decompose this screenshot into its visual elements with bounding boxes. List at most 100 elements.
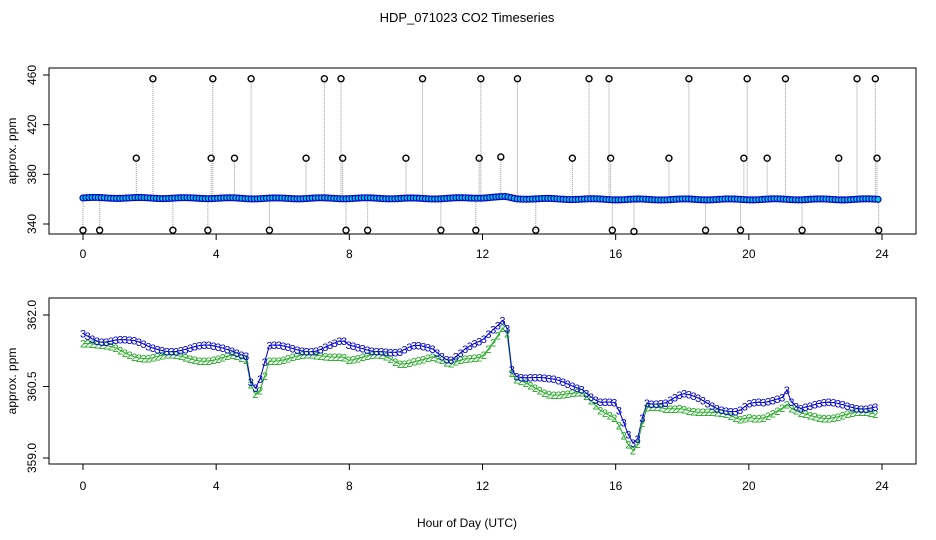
series-3-point: 3 (672, 392, 678, 404)
series-2-point: 2 (313, 350, 319, 362)
series-3-point: 3 (224, 345, 230, 357)
top-spike-point (477, 75, 485, 83)
top-spike-point (665, 154, 673, 162)
series-2-point: 2 (173, 350, 179, 362)
series-3-point: 3 (392, 347, 398, 359)
top-spike-point (874, 226, 883, 234)
series-2-point: 2 (201, 356, 207, 368)
series-2-point: 2 (285, 354, 291, 366)
series-2-point: 2 (430, 352, 436, 364)
series-3-point: 3 (257, 374, 263, 386)
bottom-series-lines (82, 319, 876, 452)
series-3-point: 3 (667, 395, 673, 407)
series-2-point: 2 (700, 407, 706, 419)
series-2-point: 2 (840, 410, 846, 422)
series-2-point: 2 (593, 401, 599, 413)
series-3-point: 3 (215, 342, 221, 354)
series-2-point: 2 (574, 388, 580, 400)
series-3-point: 3 (490, 324, 496, 336)
series-2-point: 2 (695, 407, 701, 419)
top-spike-point (79, 226, 87, 234)
top-spike-point (132, 154, 140, 162)
series-2-point: 2 (653, 402, 659, 414)
series-2-point: 2 (206, 356, 212, 368)
series-2-point: 2 (760, 413, 766, 425)
top-x-tick-label: 16 (609, 247, 623, 261)
series-2-point: 2 (168, 350, 174, 362)
top-spike-point (835, 154, 843, 162)
bottom-x-tick-label: 8 (346, 479, 353, 493)
series-3-line (82, 319, 876, 444)
top-spike-point (437, 226, 445, 234)
series-3-point: 3 (677, 390, 683, 402)
series-2-point: 2 (411, 357, 417, 369)
series-2-point: 2 (607, 411, 613, 423)
series-2-point: 2 (402, 359, 408, 371)
series-3-point: 3 (635, 434, 641, 446)
series-2-point: 2 (714, 407, 720, 419)
series-2-point: 2 (108, 341, 114, 353)
top-spike-point (247, 75, 255, 83)
series-3-point: 3 (434, 348, 440, 360)
series-2-point: 2 (308, 350, 314, 362)
series-3-point: 3 (290, 343, 296, 355)
top-spike-point (606, 154, 615, 162)
series-2-point: 2 (509, 368, 515, 380)
series-3-point: 3 (788, 397, 794, 409)
chart-title: HDP_071023 CO2 Timeseries (380, 10, 555, 25)
series-2-point: 2 (243, 355, 249, 367)
series-3-point: 3 (397, 347, 403, 359)
series-2-point: 2 (779, 403, 785, 415)
top-spike-point (608, 226, 617, 234)
series-3-point: 3 (388, 347, 394, 359)
series-3-point: 3 (709, 401, 715, 413)
series-3-point: 3 (113, 335, 119, 347)
series-2-point: 2 (439, 355, 445, 367)
series-3-point: 3 (756, 397, 762, 409)
series-2-point: 2 (196, 356, 202, 368)
series-3-point: 3 (807, 401, 813, 413)
series-3-point: 3 (639, 413, 645, 425)
series-3-point: 3 (201, 340, 207, 352)
series-2-point: 2 (616, 421, 622, 433)
series-2-point: 2 (649, 402, 655, 414)
series-2-point: 2 (85, 339, 91, 351)
series-2-point: 2 (388, 354, 394, 366)
series-3-point: 3 (229, 346, 235, 358)
series-2-point: 2 (644, 403, 650, 415)
series-3-point: 3 (481, 334, 487, 346)
series-2-point: 2 (318, 351, 324, 363)
top-x-axis: 0 4 8 12 16 20 24 (80, 233, 889, 261)
series-2-point: 2 (495, 331, 501, 343)
top-spike-point (585, 75, 593, 83)
series-3-point: 3 (523, 373, 529, 385)
series-3-point: 3 (99, 337, 105, 349)
series-3-point: 3 (607, 397, 613, 409)
series-3-point: 3 (649, 399, 655, 411)
series-2-point: 2 (234, 351, 240, 363)
series-3-point: 3 (141, 339, 147, 351)
series-3-point: 3 (835, 398, 841, 410)
series-2-point: 2 (341, 352, 347, 364)
series-3-point: 3 (168, 347, 174, 359)
series-3-point: 3 (593, 395, 599, 407)
series-2-point: 2 (127, 350, 133, 362)
series-3-point: 3 (541, 373, 547, 385)
series-3-point: 3 (793, 401, 799, 413)
series-3-point: 3 (159, 346, 165, 358)
series-2-point: 2 (816, 413, 822, 425)
top-x-tick-label: 12 (476, 247, 490, 261)
series-3-point: 3 (155, 344, 161, 356)
series-3-point: 3 (569, 381, 575, 393)
series-2-point: 2 (854, 407, 860, 419)
series-2-point: 2 (546, 390, 552, 402)
top-spike-point (743, 75, 751, 83)
series-2-point: 2 (397, 359, 403, 371)
series-3-point: 3 (826, 397, 832, 409)
series-2-point: 2 (332, 352, 338, 364)
series-3-point: 3 (854, 403, 860, 415)
series-3-point: 3 (495, 320, 501, 332)
series-2-point: 2 (406, 358, 412, 370)
series-2-point: 2 (751, 413, 757, 425)
series-2-point: 2 (537, 386, 543, 398)
